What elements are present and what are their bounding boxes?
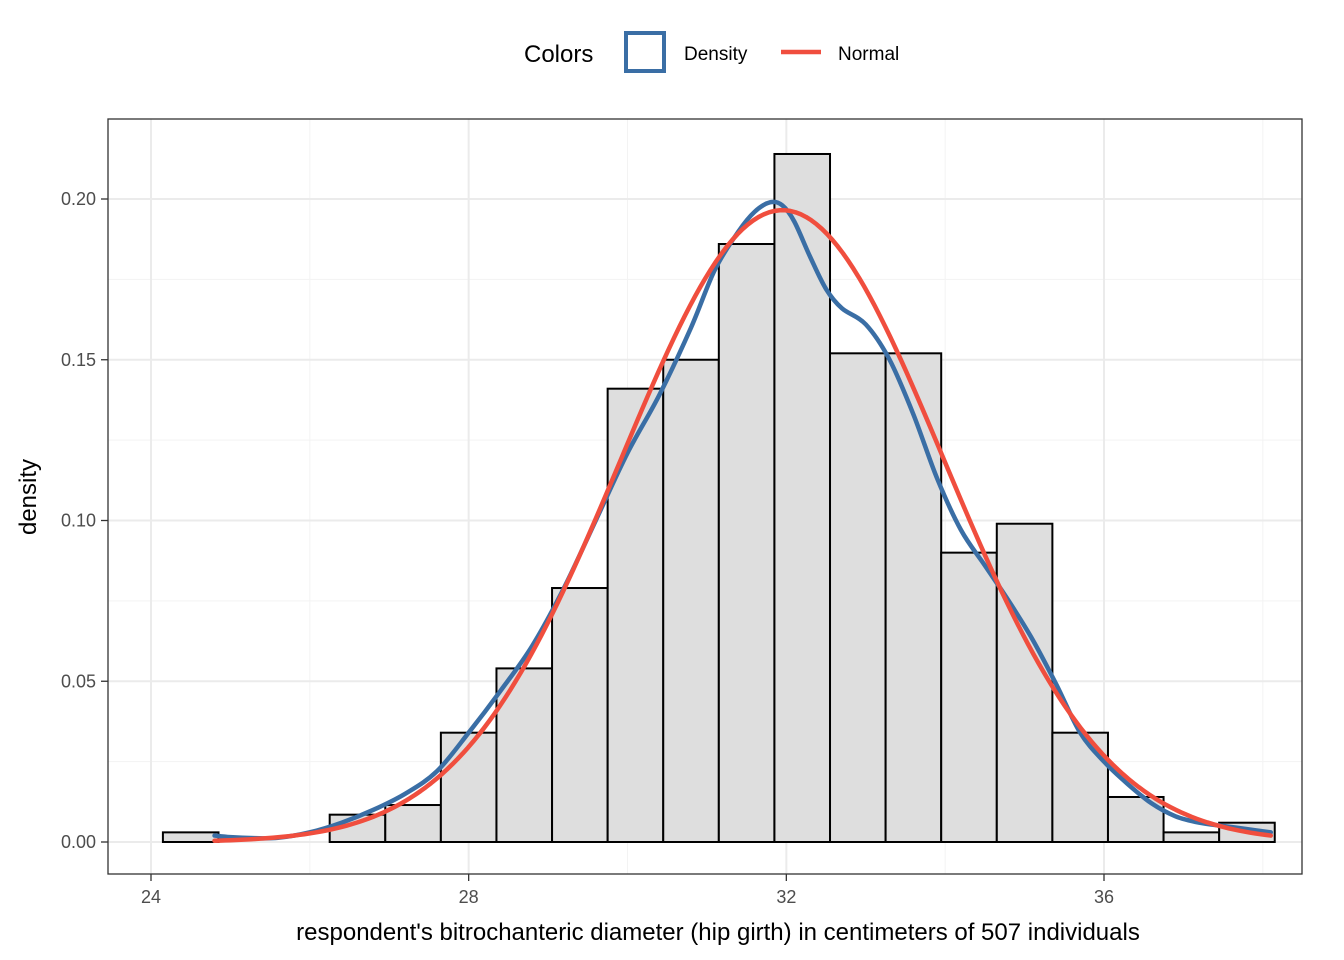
histogram-bar (940, 551, 998, 844)
y-axis: 0.00 0.05 0.10 0.15 0.20 (61, 189, 108, 852)
legend: Colors Density Normal (524, 31, 899, 73)
x-tick-label: 36 (1094, 887, 1114, 907)
histogram-bar (161, 831, 220, 843)
histogram-bar (551, 587, 609, 844)
y-tick-label: 0.10 (61, 511, 96, 531)
histogram-bars (161, 152, 1276, 844)
histogram-bar (662, 358, 720, 843)
histogram-bar (773, 152, 832, 844)
y-tick-label: 0.00 (61, 832, 96, 852)
histogram-bar (384, 804, 442, 844)
histogram-bar (884, 352, 943, 843)
histogram-bar (1162, 831, 1221, 843)
legend-label-density: Density (684, 44, 748, 65)
y-tick-label: 0.20 (61, 189, 96, 209)
plot-panel (107, 118, 1303, 875)
legend-key-density (624, 31, 666, 73)
legend-label-normal: Normal (838, 44, 899, 65)
y-tick-label: 0.05 (61, 671, 96, 691)
histogram-bar (606, 387, 665, 843)
panel-border (107, 118, 1303, 875)
y-axis-title: density (15, 459, 42, 535)
histogram-bar (829, 352, 887, 843)
x-tick-label: 24 (141, 887, 161, 907)
normal-curve (212, 208, 1274, 843)
x-tick-label: 32 (776, 887, 796, 907)
y-tick-label: 0.15 (61, 350, 96, 370)
legend-title: Colors (524, 41, 593, 68)
histogram-bar (439, 731, 498, 843)
histogram-bar (717, 243, 776, 843)
histogram-bar (995, 522, 1054, 844)
x-tick-label: 28 (459, 887, 479, 907)
x-axis: 24 28 32 36 (141, 874, 1114, 907)
x-axis-title: respondent's bitrochanteric diameter (hi… (296, 919, 1140, 946)
